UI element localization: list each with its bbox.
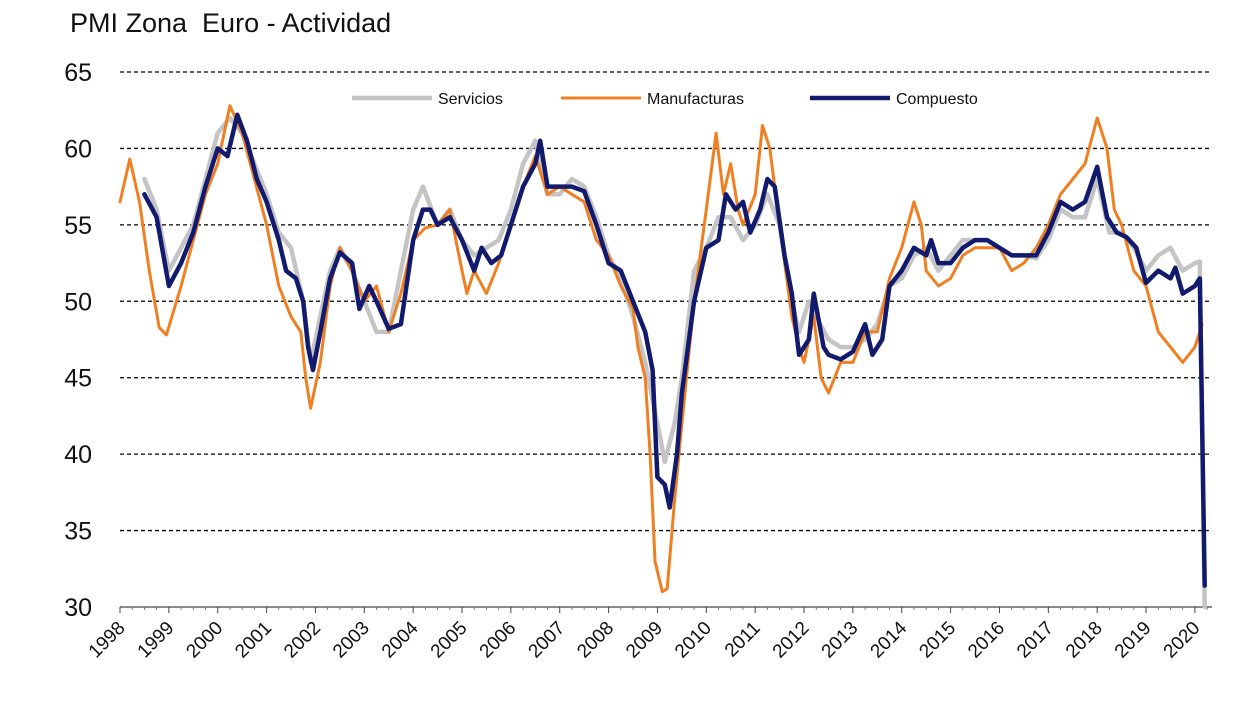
x-tick-label-2020: 2020 [1160, 618, 1205, 663]
series-line-manufacturas [118, 104, 1204, 594]
legend-label-servicios: Servicios [438, 91, 503, 108]
x-tick-label-2000: 2000 [183, 618, 228, 663]
x-tick-label-2019: 2019 [1111, 618, 1156, 663]
x-tick-label-2008: 2008 [573, 618, 618, 663]
series-lines [118, 104, 1207, 610]
x-tick-label-2001: 2001 [231, 618, 276, 663]
x-tick-label-2005: 2005 [427, 618, 472, 663]
x-tick-label-2015: 2015 [915, 618, 960, 663]
legend-label-manufacturas: Manufacturas [647, 91, 744, 108]
chart-title: PMI Zona Euro - Actividad [70, 8, 392, 38]
y-tick-label-30: 30 [64, 594, 92, 622]
x-tick-label-2014: 2014 [867, 617, 912, 662]
legend: Servicios Manufacturas Compuesto [352, 91, 978, 108]
y-tick-label-35: 35 [64, 518, 92, 546]
y-tick-label-65: 65 [64, 59, 92, 87]
x-tick-label-1998: 1998 [85, 618, 130, 663]
legend-label-compuesto: Compuesto [896, 91, 978, 108]
x-tick-label-2004: 2004 [378, 617, 423, 662]
x-tick-label-1999: 1999 [134, 618, 179, 663]
x-tick-label-2018: 2018 [1062, 618, 1107, 663]
x-tick-label-2013: 2013 [818, 618, 863, 663]
x-tick-label-2007: 2007 [525, 618, 570, 663]
x-tick-label-2012: 2012 [769, 618, 814, 663]
y-tick-label-55: 55 [64, 212, 92, 240]
x-tick-label-2009: 2009 [622, 618, 667, 663]
x-tick-label-2006: 2006 [476, 618, 521, 663]
axes: 30 35 40 45 50 55 60 65 1998 1999 2000 2001 2002 2003… [64, 59, 1212, 662]
y-tick-label-50: 50 [64, 288, 92, 316]
x-tick-label-2003: 2003 [329, 618, 374, 663]
y-tick-label-40: 40 [64, 441, 92, 469]
x-tick-label-2002: 2002 [280, 618, 325, 663]
y-tick-label-45: 45 [64, 365, 92, 393]
x-tick-label-2017: 2017 [1013, 618, 1058, 663]
series-line-servicios [142, 115, 1207, 610]
x-tick-label-2011: 2011 [721, 618, 765, 662]
y-tick-label-60: 60 [64, 135, 92, 163]
x-tick-label-2016: 2016 [964, 618, 1009, 663]
series-line-compuesto [142, 112, 1207, 588]
x-tick-label-2010: 2010 [671, 618, 716, 663]
